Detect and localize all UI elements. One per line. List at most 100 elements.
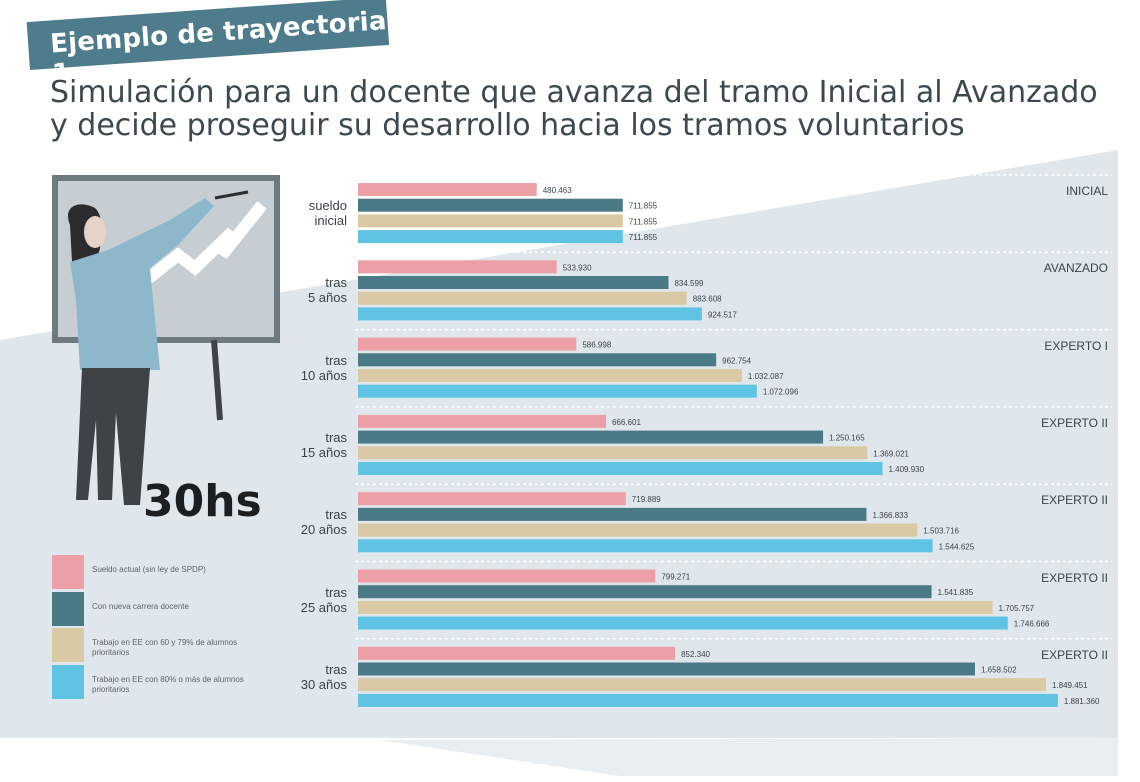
bar-value-label: 924.517 xyxy=(708,310,737,319)
bar xyxy=(358,291,687,305)
bar xyxy=(358,492,626,506)
legend-item: Con nueva carrera docente xyxy=(52,592,372,630)
tramo-label: EXPERTO II xyxy=(1041,415,1108,430)
group-label-line: 25 años xyxy=(300,599,347,615)
legend-label: Con nueva carrera docente xyxy=(92,602,189,611)
bar xyxy=(358,446,868,460)
bar xyxy=(358,462,883,475)
group-label-line: 5 años xyxy=(307,290,347,306)
group-label-line: 15 años xyxy=(300,444,347,460)
bar-value-label: 1.409.930 xyxy=(888,465,924,474)
bar xyxy=(358,183,537,196)
tramo-label: AVANZADO xyxy=(1043,261,1108,276)
bar-value-label: 1.881.360 xyxy=(1064,697,1100,706)
bar-value-label: 834.599 xyxy=(674,279,703,288)
bar xyxy=(358,260,557,274)
group-label-line: tras xyxy=(325,352,347,368)
legend-swatch-teal xyxy=(52,592,84,626)
bar-value-label: 1.746.666 xyxy=(1014,620,1050,629)
bar xyxy=(358,384,757,398)
legend-label: Trabajo en EE con 80% o más de alumnos p… xyxy=(92,675,244,694)
group-label-line: tras xyxy=(325,584,347,600)
subtitle-line-2: y decide proseguir su desarrollo hacia l… xyxy=(50,108,965,143)
group-label-line: tras xyxy=(325,429,347,445)
bar-value-label: 1.705.757 xyxy=(999,604,1035,613)
bar xyxy=(358,369,742,382)
bar-value-label: 799.271 xyxy=(661,573,690,582)
group-label-line: 10 años xyxy=(300,367,347,383)
bar-value-label: 1.541.835 xyxy=(938,588,974,597)
bar xyxy=(358,307,702,321)
bar xyxy=(358,539,933,553)
bar xyxy=(358,523,918,537)
bar xyxy=(358,230,623,244)
bar xyxy=(358,662,975,676)
bar-value-label: 711.855 xyxy=(629,217,658,226)
group-label-line: sueldo xyxy=(308,198,347,213)
group-label: sueldo inicial xyxy=(309,198,347,228)
bar xyxy=(358,198,623,212)
hours-label: 30hs xyxy=(143,476,262,527)
legend-swatch-sky xyxy=(52,665,84,699)
bar xyxy=(358,276,669,289)
background-band-bottom xyxy=(380,738,1118,776)
group-label-line: inicial xyxy=(314,213,347,228)
group-label-line: tras xyxy=(325,275,347,291)
group-label-line: 30 años xyxy=(300,676,347,692)
legend-item: Trabajo en EE con 60 y 79% de alumnos pr… xyxy=(52,628,372,666)
group-label-line: tras xyxy=(325,507,347,523)
bar-value-label: 852.340 xyxy=(681,650,710,659)
legend-swatch-tan xyxy=(52,628,84,662)
tramo-label: EXPERTO II xyxy=(1041,647,1108,662)
bar-value-label: 533.930 xyxy=(563,263,592,272)
bar-value-label: 666.601 xyxy=(612,418,641,427)
group-label: tras 15 años xyxy=(301,430,347,460)
bar xyxy=(358,214,623,228)
bar xyxy=(358,414,606,428)
bar-value-label: 1.072.096 xyxy=(763,388,799,397)
bar-value-label: 1.658.502 xyxy=(981,666,1017,675)
bar xyxy=(358,569,656,583)
bar-value-label: 1.849.451 xyxy=(1052,681,1088,690)
bar-value-label: 711.855 xyxy=(629,233,658,242)
bar xyxy=(358,600,993,614)
legend-label: Trabajo en EE con 60 y 79% de alumnos pr… xyxy=(92,638,238,657)
legend-swatch-pink xyxy=(52,555,84,589)
subtitle-line-1: Simulación para un docente que avanza de… xyxy=(50,75,1098,110)
group-label: tras 20 años xyxy=(301,507,347,537)
subtitle: Simulación para un docente que avanza de… xyxy=(50,76,1098,142)
teacher-illustration xyxy=(52,175,280,505)
group-label-line: tras xyxy=(325,661,347,677)
tramo-label: EXPERTO I xyxy=(1044,338,1108,353)
group-label: tras 5 años xyxy=(308,275,347,305)
bar xyxy=(358,430,824,444)
tramo-label: INICIAL xyxy=(1065,184,1108,198)
bar-value-label: 1.503.716 xyxy=(923,527,959,536)
bar-value-label: 1.369.021 xyxy=(873,449,909,458)
group-label: tras 30 años xyxy=(301,662,347,692)
bar-value-label: 719.889 xyxy=(632,495,661,504)
bar-value-label: 1.544.625 xyxy=(939,542,975,551)
group-label: tras 25 años xyxy=(301,585,347,615)
bar xyxy=(358,646,676,660)
bar xyxy=(358,353,717,367)
bar xyxy=(358,337,577,351)
bar-value-label: 1.250.165 xyxy=(829,434,865,443)
legend-item: Trabajo en EE con 80% o más de alumnos p… xyxy=(52,665,372,703)
bar-value-label: 586.998 xyxy=(582,341,611,350)
bar-value-label: 1.366.833 xyxy=(872,511,908,520)
tramo-label: EXPERTO II xyxy=(1041,570,1108,585)
bar xyxy=(358,678,1046,692)
group-label-line: 20 años xyxy=(300,522,347,538)
bar-value-label: 480.463 xyxy=(543,186,572,195)
legend-item: Sueldo actual (sin ley de SPDP) xyxy=(52,555,372,593)
bar xyxy=(358,693,1058,707)
group-label: tras 10 años xyxy=(301,353,347,383)
bar xyxy=(358,585,932,599)
tramo-label: EXPERTO II xyxy=(1041,493,1108,508)
bar-value-label: 962.754 xyxy=(722,356,751,365)
legend-label: Sueldo actual (sin ley de SPDP) xyxy=(92,565,206,574)
bar-value-label: 1.032.087 xyxy=(748,372,784,381)
bar xyxy=(358,616,1008,630)
